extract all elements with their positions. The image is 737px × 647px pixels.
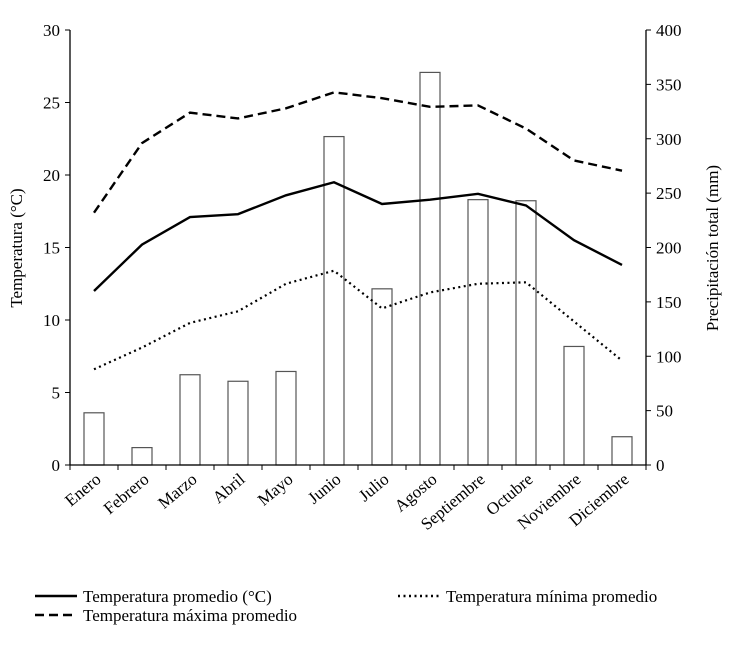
precipitation-bar (467, 199, 489, 466)
legend-label: Temperatura mínima promedio (446, 587, 657, 606)
left-tick-label: 0 (52, 456, 61, 475)
precipitation-bar (275, 370, 297, 466)
x-tick-label: Marzo (154, 470, 200, 513)
x-tick-label: Mayo (254, 470, 297, 510)
left-tick-label: 5 (52, 384, 61, 403)
left-tick-label: 25 (43, 94, 60, 113)
right-tick-label: 250 (656, 184, 682, 203)
right-tick-label: 100 (656, 347, 682, 366)
legend-label: Temperatura promedio (°C) (83, 587, 272, 606)
left-tick-label: 10 (43, 311, 60, 330)
left-axis-title: Temperatura (°C) (7, 188, 26, 307)
right-tick-label: 300 (656, 130, 682, 149)
x-tick-label: Febrero (100, 470, 153, 519)
left-tick-label: 30 (43, 21, 60, 40)
precipitation-bars (83, 71, 633, 466)
series-line-solid (93, 180, 623, 292)
series-line-dashed (93, 91, 623, 214)
left-tick-label: 15 (43, 239, 60, 258)
precipitation-bar (419, 71, 441, 466)
right-tick-label: 200 (656, 239, 682, 258)
x-tick-label: Junio (304, 470, 344, 508)
right-tick-label: 150 (656, 293, 682, 312)
precipitation-bar (131, 447, 153, 466)
series-line-dotted (93, 269, 623, 371)
legend-label: Temperatura máxima promedio (83, 606, 297, 625)
precipitation-bar (563, 345, 585, 466)
right-tick-label: 50 (656, 402, 673, 421)
temperature-lines (93, 91, 623, 371)
right-tick-label: 400 (656, 21, 682, 40)
precipitation-bar (515, 200, 537, 466)
right-axis-title: Precipitación total (mm) (703, 165, 722, 331)
x-tick-label: Julio (355, 470, 393, 506)
precipitation-bar (371, 288, 393, 466)
precipitation-bar (179, 374, 201, 466)
x-tick-label: Enero (61, 470, 104, 511)
left-tick-label: 20 (43, 166, 60, 185)
precipitation-bar (227, 380, 249, 466)
legend: Temperatura promedio (°C)Temperatura máx… (35, 587, 657, 625)
right-tick-label: 350 (656, 75, 682, 94)
right-tick-label: 0 (656, 456, 665, 475)
x-tick-label: Abril (209, 469, 249, 507)
precipitation-bar (83, 412, 105, 466)
precipitation-bar (611, 436, 633, 466)
